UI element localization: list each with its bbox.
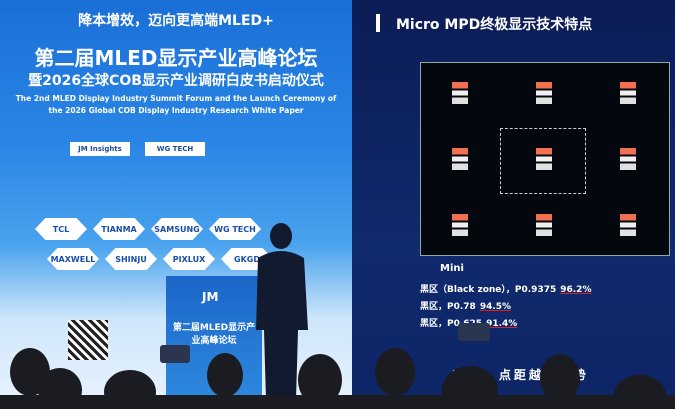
partner-logo: TCL — [35, 218, 87, 240]
slide-title: Micro MPD终极显示技术特点 — [396, 17, 593, 33]
partner-logo: TIANMA — [93, 218, 145, 240]
stat-value: 94.5% — [479, 302, 512, 312]
partner-logo: MAXWELL — [47, 248, 99, 270]
led-pixel — [620, 214, 636, 236]
led-pixel — [452, 214, 468, 236]
audience — [0, 348, 675, 409]
podium-title: 第二届MLED显示产业高峰论坛 — [172, 323, 256, 346]
english-line: The 2nd MLED Display Industry Summit For… — [15, 94, 337, 103]
section-label: Mini — [440, 263, 464, 274]
sponsor-logo: JM Insights — [70, 142, 130, 156]
slogan: 降本增效，迈向更高端MLED+ — [78, 13, 274, 29]
stat-value: 91.4% — [486, 319, 518, 329]
stat-row: 黑区，P0.625 91.4% — [420, 316, 517, 329]
english-line: the 2026 Global COB Display Industry Res… — [48, 106, 304, 115]
led-pixel — [536, 82, 552, 104]
stat-row: 黑区（Black zone），P0.9375 96.2% — [420, 282, 591, 295]
banner-title: 第二届MLED显示产业高峰论坛 — [34, 46, 318, 70]
podium-brand: JM — [202, 290, 219, 304]
partner-logo: SAMSUNG — [151, 218, 203, 240]
stat-label: 黑区（Black zone），P0.9375 — [420, 285, 557, 295]
led-pixel — [452, 148, 468, 170]
phone — [458, 323, 490, 341]
stat-row: 黑区，P0.78 94.5% — [420, 299, 511, 312]
led-pixel — [536, 148, 552, 170]
phone — [160, 345, 190, 363]
partner-logo: PIXLUX — [163, 248, 215, 270]
speaker — [256, 223, 308, 400]
led-pixel — [620, 82, 636, 104]
qr-code — [68, 320, 108, 360]
banner-subtitle: 暨2026全球COB显示产业调研白皮书启动仪式 — [28, 73, 324, 89]
zoom-box — [500, 128, 586, 194]
stat-label: 黑区，P0.78 — [420, 302, 476, 312]
stat-label: 黑区，P0.625 — [420, 319, 483, 329]
partner-logo: SHINJU — [105, 248, 157, 270]
led-pixel — [620, 148, 636, 170]
stat-value: 96.2% — [560, 285, 592, 295]
sponsor-logo: WG TECH — [145, 142, 205, 156]
led-pixel — [536, 214, 552, 236]
led-pixel — [452, 82, 468, 104]
title-marker — [376, 14, 380, 32]
partner-logo: WG TECH — [209, 218, 261, 240]
